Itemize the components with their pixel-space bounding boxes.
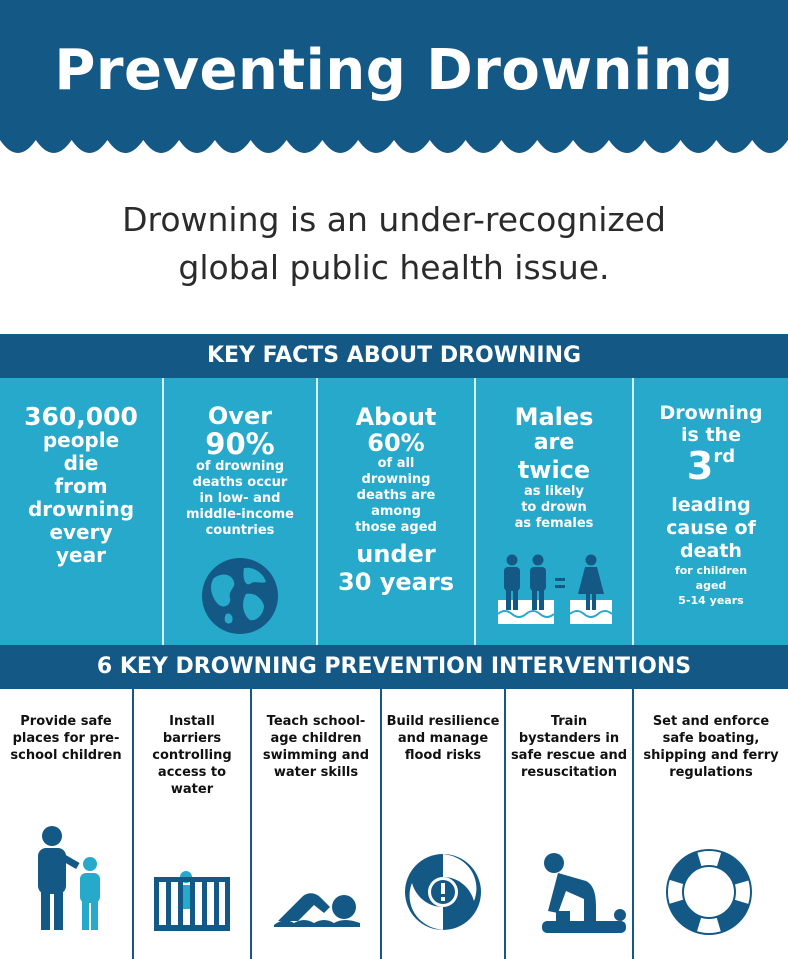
intervention-barriers: Install barriers controlling access to w… xyxy=(134,689,250,959)
fact4-text: are xyxy=(533,430,575,455)
intervention-divider xyxy=(504,689,506,959)
fact2-percent: 90% xyxy=(205,427,275,461)
fact3-text: deaths are xyxy=(356,488,436,503)
fact4-text: to drown xyxy=(521,500,587,515)
fact4-text: as females xyxy=(514,516,594,531)
fact5-text: leading xyxy=(671,494,751,516)
key-facts-heading: KEY FACTS ABOUT DROWNING xyxy=(0,334,788,378)
fact-divider xyxy=(632,378,634,645)
life-ring-icon xyxy=(666,849,752,935)
fact3-under: under xyxy=(356,540,436,568)
fact4-text: as likely xyxy=(524,484,584,499)
header-banner: Preventing Drowning xyxy=(0,0,788,165)
fact2-text: in low- and xyxy=(199,491,281,506)
fact3-text: among xyxy=(371,504,421,519)
subtitle: Drowning is an under-recognized global p… xyxy=(60,196,728,292)
intervention-label: Teach school-age children swimming and w… xyxy=(262,714,370,780)
intervention-label: Build resilience and manage flood risks xyxy=(386,714,500,763)
males-equal-female-icon xyxy=(498,554,613,624)
fact5-rank-number: 3 xyxy=(686,444,714,488)
key-facts-panel: 360,000 people die from drowning every y… xyxy=(0,378,788,645)
fact5-rank: 3rd xyxy=(634,446,788,494)
cpr-icon xyxy=(542,853,626,933)
fact3-percent: 60% xyxy=(367,429,425,457)
fact5-text: is the xyxy=(681,424,741,446)
barrier-icon xyxy=(154,871,230,931)
subtitle-line-2: global public health issue. xyxy=(178,248,610,287)
intervention-label: Install barriers controlling access to w… xyxy=(152,714,232,797)
fact5-text: cause of xyxy=(666,517,756,539)
fact5-text: 5-14 years xyxy=(678,594,744,607)
intervention-divider xyxy=(132,689,134,959)
fact2-text: Over xyxy=(207,402,273,430)
interventions-heading: 6 KEY DROWNING PREVENTION INTERVENTIONS xyxy=(0,645,788,689)
fact-divider xyxy=(162,378,164,645)
intervention-flood-risks: Build resilience and manage flood risks xyxy=(382,689,504,959)
page-title: Preventing Drowning xyxy=(54,38,734,103)
fact3-text: those aged xyxy=(355,520,437,535)
fact5-text: Drowning xyxy=(659,402,763,424)
fact5-text: aged xyxy=(695,579,727,592)
fact-males-twice: Males are twice as likely to drown as fe… xyxy=(476,378,632,645)
fact3-text: About xyxy=(355,403,437,431)
fact1-text: people xyxy=(42,428,120,452)
fact2-text: deaths occur xyxy=(192,475,288,490)
fact1-text: year xyxy=(56,543,106,567)
fact1-text: drowning xyxy=(27,497,135,521)
fact5-text: for children xyxy=(674,564,748,577)
intervention-label: Set and enforce safe boating, shipping a… xyxy=(643,714,779,780)
fact1-text: die xyxy=(63,451,99,475)
fact3-text: of all xyxy=(377,456,415,471)
interventions-panel: Provide safe places for pre-school child… xyxy=(0,689,788,959)
fact5-text: death xyxy=(680,540,742,562)
wave-banner xyxy=(0,0,788,153)
fact5-rank-suffix: rd xyxy=(713,446,736,467)
intervention-rescue: Train bystanders in safe rescue and resu… xyxy=(506,689,632,959)
intervention-divider xyxy=(632,689,634,959)
intervention-swimming: Teach school-age children swimming and w… xyxy=(252,689,380,959)
intervention-safe-places: Provide safe places for pre-school child… xyxy=(0,689,132,959)
swimmer-icon xyxy=(274,893,360,927)
flood-swirl-icon xyxy=(405,854,481,930)
fact-deaths-per-year: 360,000 people die from drowning every y… xyxy=(0,378,162,645)
fact-third-leading-cause: Drowning is the 3rd leading cause of dea… xyxy=(634,378,788,645)
intervention-label: Train bystanders in safe rescue and resu… xyxy=(510,714,628,780)
fact-under-30: About 60% of all drowning deaths are amo… xyxy=(318,378,474,645)
fact-divider xyxy=(316,378,318,645)
intervention-divider xyxy=(380,689,382,959)
intervention-boating-regulations: Set and enforce safe boating, shipping a… xyxy=(634,689,788,959)
subtitle-line-1: Drowning is an under-recognized xyxy=(122,200,666,239)
fact-low-income-countries: Over 90% of drowning deaths occur in low… xyxy=(164,378,316,645)
fact1-text: from xyxy=(54,474,108,498)
fact2-text: middle-income xyxy=(186,507,294,522)
intervention-label: Provide safe places for pre-school child… xyxy=(10,714,122,763)
fact1-number: 360,000 xyxy=(24,402,138,431)
fact-divider xyxy=(474,378,476,645)
adult-child-icon xyxy=(38,826,100,930)
fact1-text: every xyxy=(49,520,113,544)
fact2-text: countries xyxy=(205,523,275,538)
fact3-text: drowning xyxy=(361,472,431,487)
fact4-text: twice xyxy=(517,456,591,484)
fact3-years: 30 years xyxy=(338,568,454,596)
intervention-divider xyxy=(250,689,252,959)
fact4-text: Males xyxy=(514,403,594,431)
globe-icon xyxy=(202,558,278,634)
fact2-text: of drowning xyxy=(195,459,285,474)
